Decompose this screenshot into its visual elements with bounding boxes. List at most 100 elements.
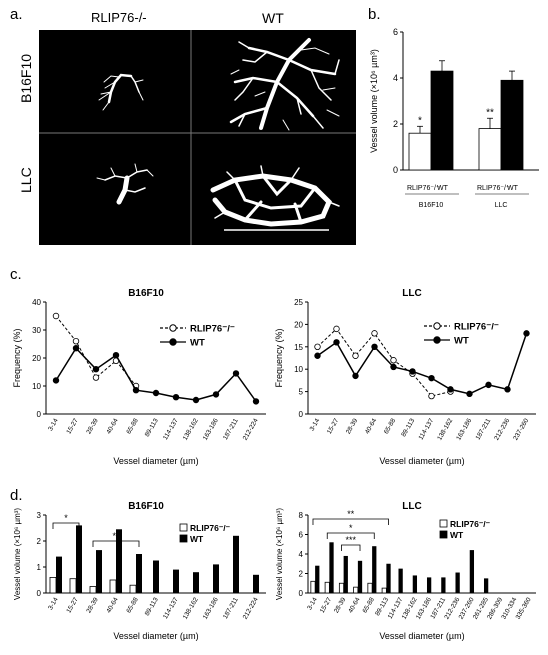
vessel-llc-wt xyxy=(210,165,340,227)
vessel-images xyxy=(39,30,356,245)
legend-label: RLIP76⁻/⁻ xyxy=(450,519,491,529)
row-label-b16f10: B16F10 xyxy=(18,53,34,103)
x-tick-label: 89-113 xyxy=(400,417,416,438)
x-tick-label: 65-88 xyxy=(383,417,398,435)
bar-wt xyxy=(173,569,179,593)
y-tick-label: 20 xyxy=(32,354,41,363)
chart-c-llc: 0 5 10 15 20 25 LLC Frequency (%) Vessel diamete… xyxy=(274,288,536,466)
bar-rlip xyxy=(353,586,359,594)
x-tick-label: 40-64 xyxy=(347,596,362,614)
bar-rlip xyxy=(49,577,57,594)
x-tick-label: 15-27 xyxy=(319,596,334,614)
y-axis-title: Frequency (%) xyxy=(12,328,22,387)
panel-a-letter: a. xyxy=(10,6,23,23)
x-tick-label: 138-162 xyxy=(436,417,454,441)
bar-rlip xyxy=(89,586,97,594)
bar-wt xyxy=(56,556,62,593)
significance-label: *** xyxy=(345,535,356,545)
bar-wt xyxy=(372,546,377,593)
bar-wt xyxy=(329,542,334,593)
bar-wt xyxy=(357,560,363,593)
x-tick-label: 15-27 xyxy=(65,417,80,435)
legend-label: RLIP76⁻/⁻ xyxy=(190,324,235,335)
point-wt xyxy=(232,370,240,377)
x-tick-label: 15-27 xyxy=(326,417,341,435)
bar xyxy=(500,79,524,171)
x-tick-label: 187-211 xyxy=(222,417,240,441)
x-tick-label: 114-137 xyxy=(417,417,435,441)
y-tick-label: 6 xyxy=(393,27,398,37)
x-tick-label: 3-14 xyxy=(47,596,60,611)
point-rlip xyxy=(92,374,100,381)
y-tick-label: 25 xyxy=(294,298,303,307)
bar xyxy=(478,128,502,171)
bar-label-wt: WT xyxy=(507,185,519,192)
y-axis-title: Vessel volume (×10⁶ µm³) xyxy=(275,508,284,600)
point-wt xyxy=(92,365,100,373)
x-axis-title: Vessel diameter (µm) xyxy=(113,456,198,466)
x-tick-label: 163-186 xyxy=(455,417,473,441)
y-axis-title: Vessel volume (×10⁶ µm³) xyxy=(13,508,22,600)
y-tick-label: 0 xyxy=(37,410,42,419)
chart-title: LLC xyxy=(402,288,421,299)
bar-wt xyxy=(193,572,199,593)
bar-label-wt: WT xyxy=(437,185,449,192)
bar-wt xyxy=(96,550,102,593)
chart-d-llc: 0 2 4 6 8 LLC Vessel volume (×10⁶ µm³) Vessel d… xyxy=(275,501,536,641)
point-rlip xyxy=(371,330,378,337)
y-tick-label: 10 xyxy=(32,382,41,391)
x-tick-label: 212-224 xyxy=(242,596,260,620)
point-wt xyxy=(523,330,530,337)
significance-label: * xyxy=(418,115,422,126)
x-tick-label: 114-137 xyxy=(162,596,180,620)
y-tick-label: 15 xyxy=(294,343,303,352)
series-line-rlip xyxy=(55,315,137,387)
point-wt xyxy=(192,396,200,404)
significance-bracket xyxy=(92,540,140,547)
point-wt xyxy=(371,343,378,351)
bar-wt xyxy=(398,568,403,593)
x-tick-label: 138-162 xyxy=(182,596,200,620)
point-wt xyxy=(314,352,321,359)
x-tick-label: 65-88 xyxy=(125,596,140,614)
bar-label-rlip: RLIP76⁻/⁻ xyxy=(407,185,440,192)
panel-b-letter: b. xyxy=(368,6,381,23)
bar-rlip xyxy=(381,587,387,594)
y-tick-label: 20 xyxy=(294,320,303,329)
group-label: LLC xyxy=(495,202,508,209)
series-line-wt xyxy=(317,333,528,395)
x-tick-label: 138-162 xyxy=(182,417,200,441)
significance-bracket xyxy=(312,518,389,525)
y-tick-label: 4 xyxy=(393,73,398,83)
legend-swatch xyxy=(179,523,188,532)
significance-bracket xyxy=(52,522,80,529)
y-tick-label: 1 xyxy=(37,563,42,572)
x-tick-label: 65-88 xyxy=(361,596,376,614)
significance-bracket xyxy=(341,544,361,551)
bar-wt xyxy=(233,535,239,593)
bar-rlip xyxy=(129,584,137,594)
y-tick-label: 6 xyxy=(299,531,304,540)
legend-swatch xyxy=(439,519,448,528)
legend-label: RLIP76⁻/⁻ xyxy=(454,322,499,333)
y-tick-label: 4 xyxy=(299,550,304,559)
vessel-b16f10-rlip xyxy=(98,73,144,111)
legend-marker xyxy=(433,336,441,344)
x-axis-title: Vessel diameter (µm) xyxy=(379,456,464,466)
significance-label: * xyxy=(64,513,68,523)
legend-label: RLIP76⁻/⁻ xyxy=(190,523,231,533)
x-tick-label: 28-39 xyxy=(85,417,100,435)
x-tick-label: 89-113 xyxy=(144,596,160,617)
significance-bracket xyxy=(326,532,375,539)
y-axis-title: Vessel volume (×10⁶ µm³) xyxy=(369,49,379,153)
group-label: B16F10 xyxy=(419,202,444,209)
legend-marker xyxy=(169,324,177,332)
legend-label: WT xyxy=(450,530,464,540)
chart-title: LLC xyxy=(402,501,421,512)
chart-title: B16F10 xyxy=(128,288,164,299)
x-tick-label: 3-14 xyxy=(47,417,60,432)
bar-wt xyxy=(343,555,348,593)
bar-label-rlip: RLIP76⁻/⁻ xyxy=(477,185,510,192)
y-tick-label: 0 xyxy=(299,589,304,598)
